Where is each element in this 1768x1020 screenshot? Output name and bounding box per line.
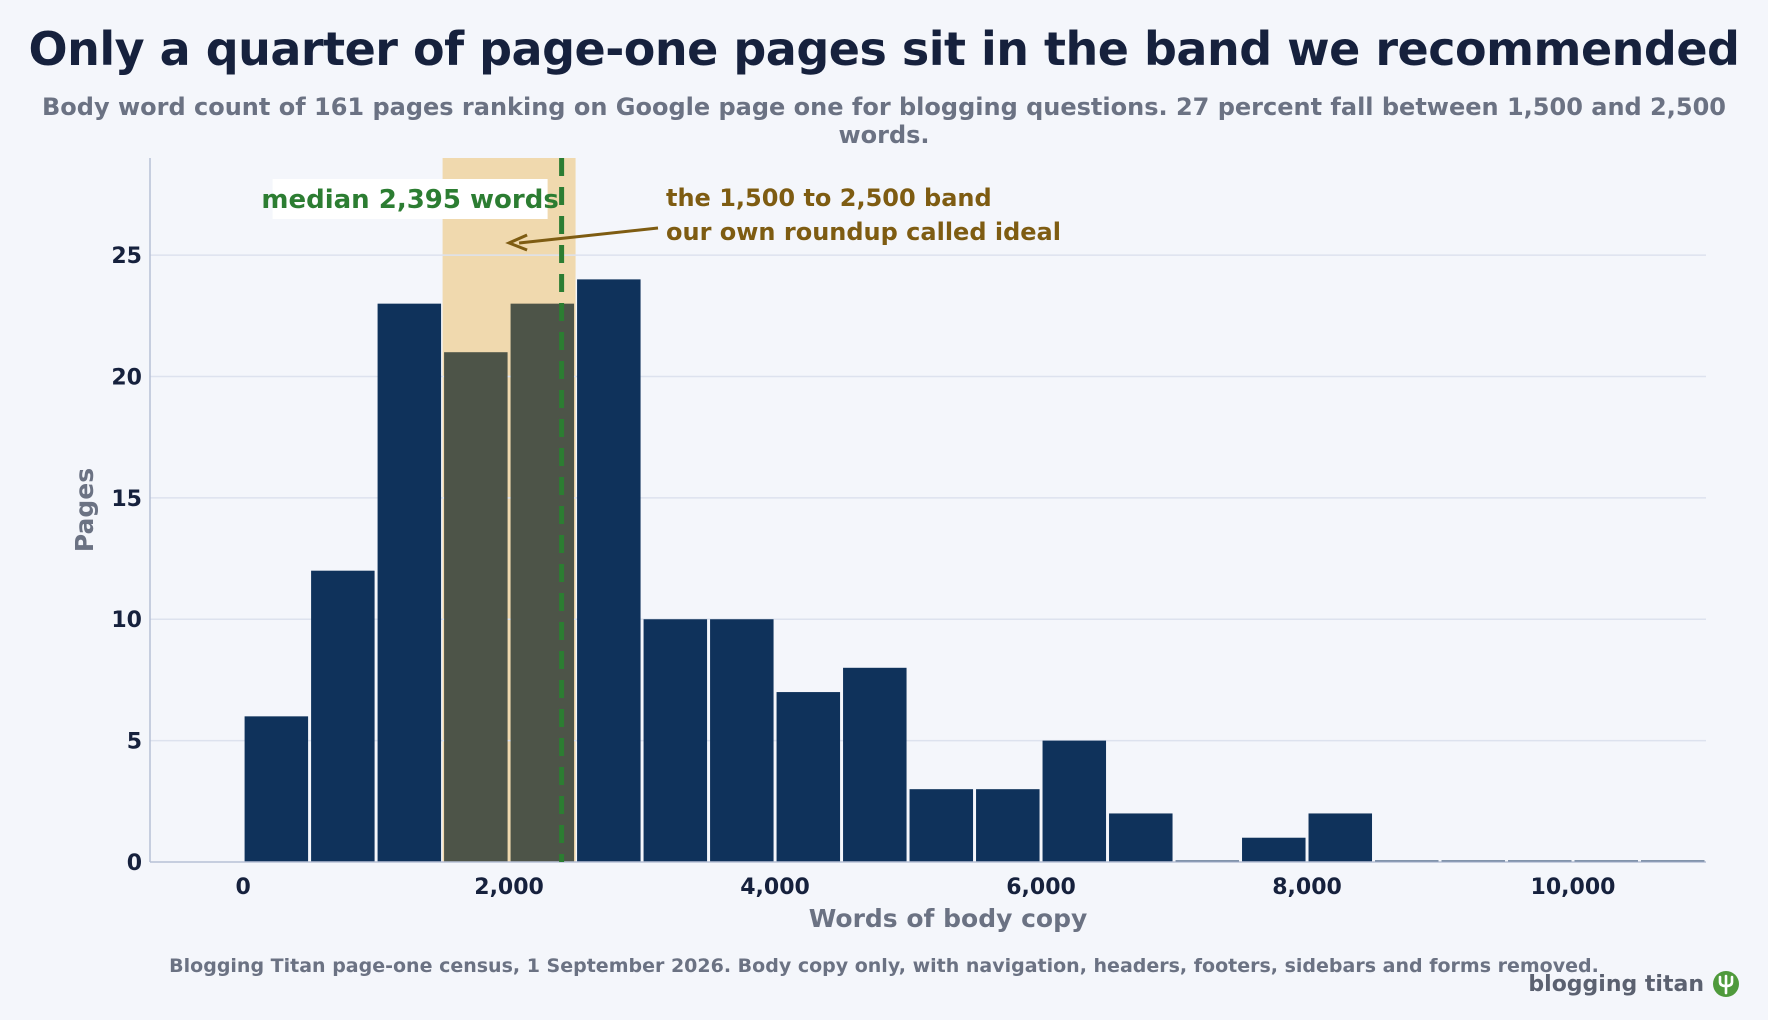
y-tick-label-20: 20 bbox=[111, 365, 142, 390]
y-tick-label-5: 5 bbox=[127, 730, 142, 755]
source-note: Blogging Titan page-one census, 1 Septem… bbox=[169, 955, 1599, 977]
annotation-line-1: the 1,500 to 2,500 band bbox=[666, 184, 992, 212]
bar-1000-1500 bbox=[377, 303, 442, 863]
bar-0-500 bbox=[244, 716, 309, 862]
annotation-arrow-head bbox=[505, 233, 528, 252]
trident-logo-icon bbox=[1713, 971, 1739, 997]
bar-5000-5500 bbox=[909, 789, 974, 862]
bar-3500-4000 bbox=[710, 619, 774, 862]
median-label-box bbox=[272, 179, 548, 219]
chart-title: Only a quarter of page-one pages sit in … bbox=[28, 22, 1740, 76]
x-tick-label-0: 0 bbox=[235, 875, 250, 900]
annotation-line-2: our own roundup called ideal bbox=[666, 218, 1061, 246]
bar-3000-3500 bbox=[643, 619, 708, 862]
bar-4500-5000 bbox=[843, 667, 907, 862]
x-tick-label-10,000: 10,000 bbox=[1531, 875, 1616, 900]
x-tick-label-8,000: 8,000 bbox=[1272, 875, 1342, 900]
y-tick-label-10: 10 bbox=[111, 608, 142, 633]
median-label: median 2,395 words bbox=[261, 185, 558, 215]
y-tick-label-0: 0 bbox=[127, 851, 142, 876]
x-tick-label-4,000: 4,000 bbox=[740, 875, 810, 900]
bar-1500-2000 bbox=[444, 352, 508, 862]
bar-7500-8000 bbox=[1242, 837, 1306, 862]
annotation-arrow-line bbox=[518, 226, 659, 245]
brand: blogging titan bbox=[1528, 970, 1740, 998]
bar-6500-7000 bbox=[1109, 813, 1173, 862]
bar-2000-2500 bbox=[510, 303, 575, 863]
x-tick-label-2,000: 2,000 bbox=[474, 875, 544, 900]
bar-5500-6000 bbox=[976, 789, 1040, 862]
chart-subtitle: Body word count of 161 pages ranking on … bbox=[42, 93, 1726, 149]
bar-8000-8500 bbox=[1308, 813, 1373, 862]
y-tick-label-25: 25 bbox=[111, 244, 142, 269]
y-tick-label-15: 15 bbox=[111, 487, 142, 512]
y-axis-title: Pages bbox=[70, 468, 99, 552]
bar-6000-6500 bbox=[1042, 740, 1107, 862]
bar-2500-3000 bbox=[577, 279, 641, 863]
x-tick-label-6,000: 6,000 bbox=[1006, 875, 1076, 900]
x-axis-title: Words of body copy bbox=[809, 904, 1088, 933]
bar-4000-4500 bbox=[776, 692, 841, 862]
histogram-chart: 0 5 10 15 20 25 0 2,000 4,000 6,000 8,000 10,000 Wor… bbox=[70, 158, 1706, 933]
brand-name: blogging titan bbox=[1528, 971, 1704, 997]
bar-500-1000 bbox=[311, 570, 375, 862]
